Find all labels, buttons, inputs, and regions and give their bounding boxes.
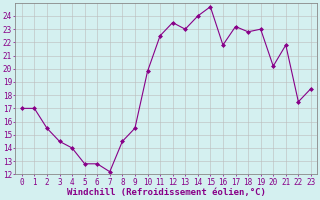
X-axis label: Windchill (Refroidissement éolien,°C): Windchill (Refroidissement éolien,°C): [67, 188, 266, 197]
